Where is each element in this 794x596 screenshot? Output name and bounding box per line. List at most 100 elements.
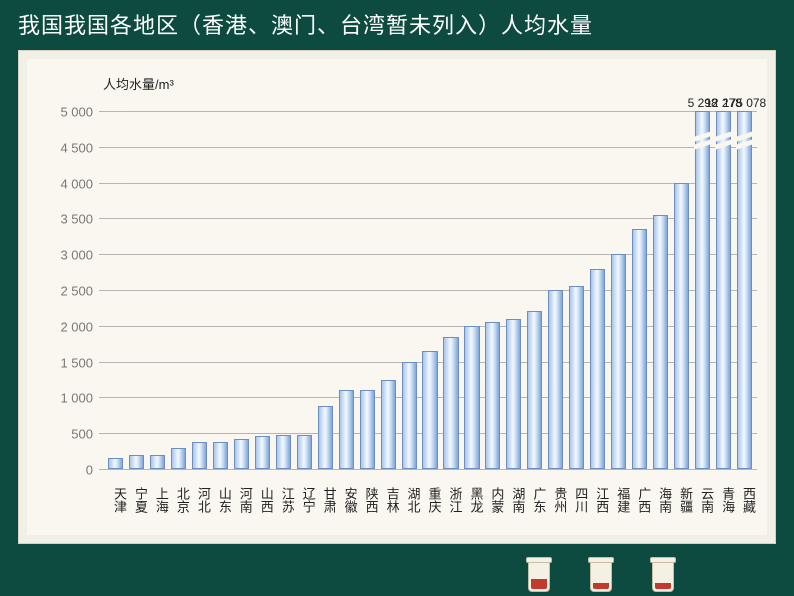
x-tick-label: 广西	[629, 471, 650, 529]
bar: 12 278	[716, 111, 731, 469]
x-tick-label: 湖南	[503, 471, 524, 529]
bar-column	[105, 111, 126, 469]
bar	[422, 351, 437, 469]
bar	[108, 458, 123, 469]
bar	[611, 254, 626, 469]
bar: 5 298	[695, 111, 710, 469]
x-tick-label: 江苏	[273, 471, 294, 529]
y-tick-label: 1 000	[60, 391, 93, 406]
x-tick-label: 河北	[189, 471, 210, 529]
x-tick-label: 内蒙	[482, 471, 503, 529]
y-tick-label: 3 000	[60, 248, 93, 263]
beaker-icon	[590, 560, 612, 592]
bar-column	[629, 111, 650, 469]
y-axis-label: 人均水量/m³	[103, 74, 174, 93]
grid-line: 0	[99, 469, 757, 470]
bar	[192, 442, 207, 469]
bar-column	[231, 111, 252, 469]
bar	[213, 442, 228, 469]
bar-column	[461, 111, 482, 469]
bar	[318, 406, 333, 469]
x-tick-label: 湖北	[399, 471, 420, 529]
bar-column	[252, 111, 273, 469]
beaker-icon	[652, 560, 674, 592]
bar	[674, 183, 689, 469]
bar-column	[503, 111, 524, 469]
bar	[276, 435, 291, 469]
bar-column: 175 078	[734, 111, 755, 469]
bar-column	[273, 111, 294, 469]
x-tick-label: 甘肃	[315, 471, 336, 529]
x-tick-label: 海南	[650, 471, 671, 529]
bar	[632, 229, 647, 469]
bar	[360, 390, 375, 469]
bar-column	[399, 111, 420, 469]
x-tick-label: 陕西	[357, 471, 378, 529]
bar	[485, 322, 500, 469]
x-tick-label: 浙江	[441, 471, 462, 529]
beaker-decoration	[528, 560, 674, 592]
plot-area: 05001 0001 5002 0002 5003 0003 5004 0004…	[103, 111, 757, 469]
bar	[129, 455, 144, 469]
bar-column	[336, 111, 357, 469]
x-tick-label: 吉林	[378, 471, 399, 529]
bar-column	[315, 111, 336, 469]
bar-column	[168, 111, 189, 469]
y-tick-label: 1 500	[60, 355, 93, 370]
bar-column	[566, 111, 587, 469]
x-tick-label: 天津	[105, 471, 126, 529]
bar-value-label: 175 078	[723, 96, 766, 110]
y-tick-label: 2 000	[60, 319, 93, 334]
x-tick-label: 河南	[231, 471, 252, 529]
y-tick-label: 0	[86, 463, 93, 478]
bar	[339, 390, 354, 469]
bar-column: 5 298	[692, 111, 713, 469]
bar	[506, 319, 521, 469]
x-tick-label: 山东	[210, 471, 231, 529]
bar-column	[650, 111, 671, 469]
bar	[171, 448, 186, 469]
bar	[653, 215, 668, 469]
bar-column	[210, 111, 231, 469]
bar	[381, 380, 396, 470]
bar	[548, 290, 563, 469]
bar-column	[545, 111, 566, 469]
bar-column	[147, 111, 168, 469]
x-tick-label: 宁夏	[126, 471, 147, 529]
y-tick-label: 2 500	[60, 284, 93, 299]
page-title: 我国我国各地区（香港、澳门、台湾暂未列入）人均水量	[18, 8, 776, 40]
header: 我国我国各地区（香港、澳门、台湾暂未列入）人均水量	[0, 0, 794, 48]
bar-column	[420, 111, 441, 469]
y-tick-label: 5 000	[60, 105, 93, 120]
bar	[150, 455, 165, 469]
bar	[297, 435, 312, 469]
x-tick-label: 黑龙	[461, 471, 482, 529]
x-tick-label: 云南	[692, 471, 713, 529]
bar-column	[671, 111, 692, 469]
bar-column	[482, 111, 503, 469]
y-tick-label: 3 500	[60, 212, 93, 227]
x-tick-label: 贵州	[545, 471, 566, 529]
bar	[255, 436, 270, 469]
bar-column	[189, 111, 210, 469]
x-tick-label: 广东	[524, 471, 545, 529]
x-tick-label: 山西	[252, 471, 273, 529]
bars: 5 298 12 278 175 078	[103, 111, 757, 469]
bar-column	[608, 111, 629, 469]
bar-column	[441, 111, 462, 469]
x-tick-label: 新疆	[671, 471, 692, 529]
x-tick-label: 四川	[566, 471, 587, 529]
bar	[464, 326, 479, 469]
bar: 175 078	[737, 111, 752, 469]
bar-column	[126, 111, 147, 469]
bar-column	[378, 111, 399, 469]
y-tick-label: 4 000	[60, 176, 93, 191]
chart-container: 人均水量/m³ 05001 0001 5002 0002 5003 0003 5…	[18, 50, 776, 544]
bar	[234, 439, 249, 469]
bar-column	[524, 111, 545, 469]
beaker-icon	[528, 560, 550, 592]
bar	[590, 269, 605, 469]
chart-inner: 人均水量/m³ 05001 0001 5002 0002 5003 0003 5…	[27, 59, 767, 535]
bar-column	[587, 111, 608, 469]
x-tick-label: 北京	[168, 471, 189, 529]
